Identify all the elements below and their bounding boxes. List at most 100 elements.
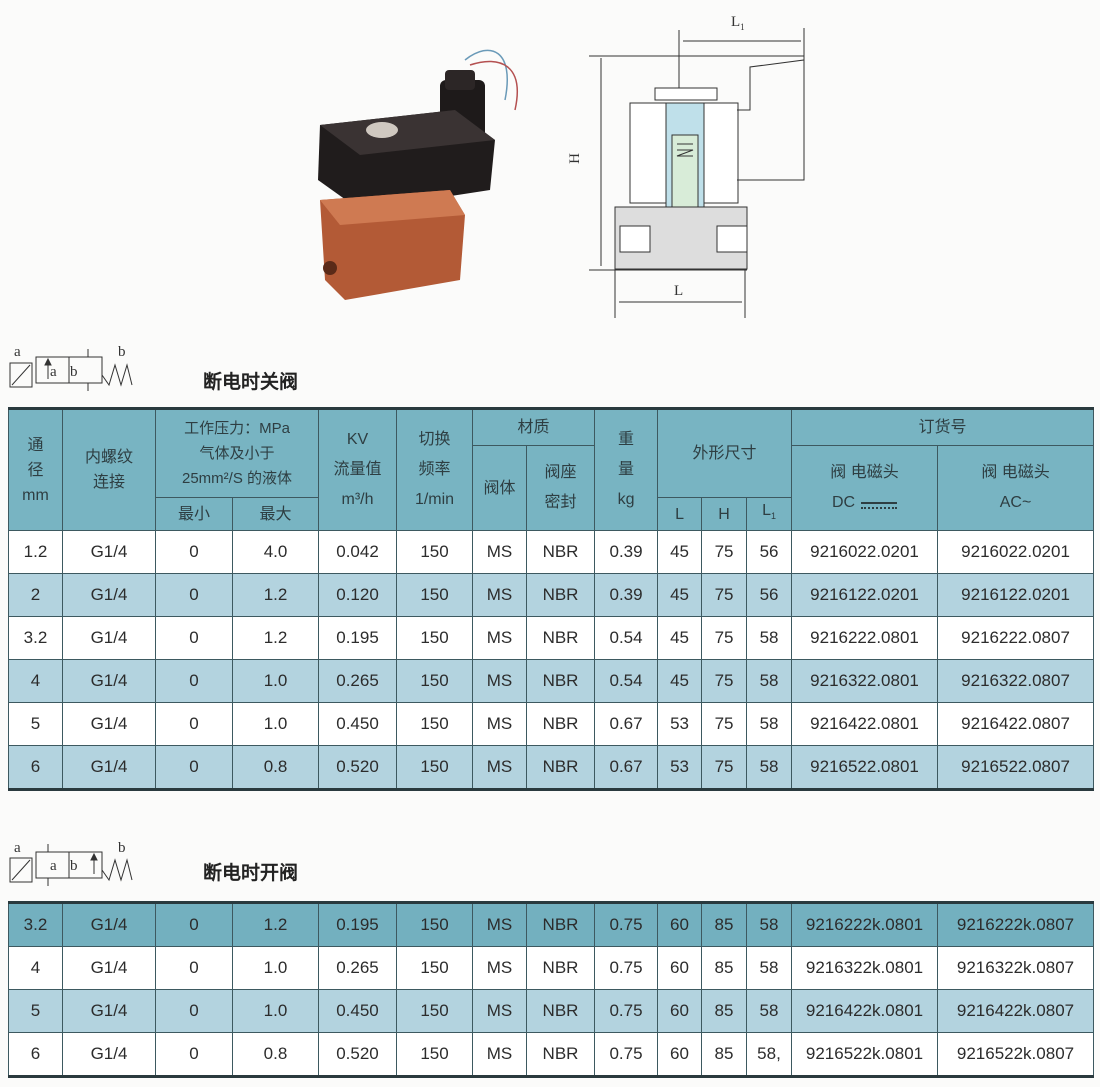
symbol-b-label: b	[70, 858, 78, 874]
symbol-b-label: b	[118, 840, 126, 856]
cell-dim-l: 45	[657, 530, 703, 574]
symbol-a-label: a	[14, 840, 21, 856]
cell-material-body: MS	[472, 946, 527, 990]
cell-switch-frequency: 150	[396, 659, 474, 703]
cell-dim-h: 75	[701, 530, 748, 574]
cell-dc-order-no: 9216322.0801	[791, 659, 939, 703]
cell-kv: 0.195	[318, 902, 397, 947]
cell-weight: 0.39	[594, 530, 659, 574]
cell-dc-order-no: 9216222.0801	[791, 616, 939, 660]
cell-material-seal: NBR	[526, 659, 596, 703]
header-material: 材质	[472, 408, 596, 446]
symbol-b-label: b	[70, 364, 78, 380]
cell-dim-l1: 56	[746, 530, 793, 574]
cell-kv: 0.450	[318, 989, 397, 1033]
cell-switch-frequency: 150	[396, 989, 473, 1033]
cell-bore: 6	[8, 1032, 63, 1077]
table-row: 3.2 G1/4 0 1.2 0.195 150 MS NBR 0.75 60 85 58 921622…	[8, 902, 1094, 947]
cell-material-seal: NBR	[526, 946, 595, 990]
cell-weight: 0.67	[594, 702, 659, 746]
table-row: 5 G1/4 0 1.0 0.450 150 MS NBR 0.67 53 75 58 9216422.…	[8, 702, 1095, 746]
cell-pressure-max: 1.2	[231, 573, 320, 617]
cell-dim-h: 85	[701, 946, 747, 990]
cell-switch-frequency: 150	[396, 530, 474, 574]
cell-bore: 3.2	[8, 616, 63, 660]
cell-pressure-max: 1.2	[231, 616, 320, 660]
cell-weight: 0.75	[594, 946, 658, 990]
cell-dc-order-no: 9216322k.0801	[791, 946, 938, 990]
cell-material-seal: NBR	[526, 573, 596, 617]
table-row: 4 G1/4 0 1.0 0.265 150 MS NBR 0.75 60 85 58 9216322k…	[8, 946, 1094, 990]
cell-bore: 3.2	[8, 902, 63, 947]
symbol-a-label: a	[14, 344, 21, 360]
cell-thread: G1/4	[62, 946, 156, 990]
cell-thread: G1/4	[62, 616, 156, 660]
symbol-a-label: a	[50, 364, 57, 380]
cell-kv: 0.120	[318, 573, 398, 617]
cell-bore: 4	[8, 946, 63, 990]
normally-open-valve-symbol	[9, 844, 133, 886]
cell-dim-l1: 58	[746, 989, 792, 1033]
h-label: H	[566, 153, 583, 164]
cell-material-body: MS	[472, 902, 527, 947]
cell-material-body: MS	[472, 1032, 527, 1077]
cell-dim-l: 60	[657, 946, 702, 990]
cell-dim-l: 53	[657, 745, 703, 790]
cell-dc-order-no: 9216222k.0801	[791, 902, 938, 947]
normally-closed-title: 断电时关阀	[203, 371, 299, 393]
normally-closed-valve-symbol	[9, 349, 133, 391]
cell-ac-order-no: 9216422k.0807	[937, 989, 1094, 1033]
cell-weight: 0.54	[594, 616, 659, 660]
cell-dc-order-no: 9216522k.0801	[791, 1032, 938, 1077]
cell-pressure-min: 0	[155, 745, 233, 790]
header-kv: KV 流量值 m³/h	[318, 408, 398, 531]
cell-dim-l: 45	[657, 616, 703, 660]
cell-dim-l1: 58	[746, 616, 793, 660]
cell-pressure-max: 0.8	[231, 745, 320, 790]
cell-weight: 0.67	[594, 745, 659, 790]
cell-dim-l1: 58	[746, 745, 793, 790]
cell-dim-l1: 58	[746, 702, 793, 746]
cell-kv: 0.195	[318, 616, 398, 660]
header-pressure-max: 最大	[231, 497, 320, 531]
cell-kv: 0.520	[318, 745, 398, 790]
cell-weight: 0.75	[594, 989, 658, 1033]
table-row: 6 G1/4 0 0.8 0.520 150 MS NBR 0.75 60 85 58, 9216522…	[8, 1032, 1094, 1077]
cell-dim-l: 45	[657, 659, 703, 703]
cell-bore: 5	[8, 702, 63, 746]
cell-material-body: MS	[472, 745, 528, 790]
cell-bore: 4	[8, 659, 63, 703]
cell-pressure-min: 0	[155, 1032, 233, 1077]
cell-pressure-max: 1.0	[232, 946, 319, 990]
header-bore: 通径 mm	[8, 408, 63, 531]
cell-pressure-max: 0.8	[232, 1032, 319, 1077]
cell-material-seal: NBR	[526, 702, 596, 746]
cell-pressure-min: 0	[155, 702, 233, 746]
cell-thread: G1/4	[62, 530, 156, 574]
cell-pressure-min: 0	[155, 989, 233, 1033]
cell-material-seal: NBR	[526, 989, 595, 1033]
cell-material-seal: NBR	[526, 530, 596, 574]
cell-bore: 2	[8, 573, 63, 617]
cell-dim-h: 75	[701, 573, 748, 617]
cell-material-seal: NBR	[526, 745, 596, 790]
cell-ac-order-no: 9216222k.0807	[937, 902, 1094, 947]
cell-dc-order-no: 9216522.0801	[791, 745, 939, 790]
table-row: 4 G1/4 0 1.0 0.265 150 MS NBR 0.54 45 75 58 9216322.…	[8, 659, 1095, 703]
header-dim-l1: L1	[746, 497, 793, 531]
cell-pressure-min: 0	[155, 616, 233, 660]
symbol-a-label: a	[50, 858, 57, 874]
cell-material-body: MS	[472, 573, 528, 617]
cell-kv: 0.265	[318, 946, 397, 990]
cell-kv: 0.520	[318, 1032, 397, 1077]
table-row: 5 G1/4 0 1.0 0.450 150 MS NBR 0.75 60 85 58 9216422k…	[8, 989, 1094, 1033]
cell-kv: 0.042	[318, 530, 398, 574]
cell-dim-l: 53	[657, 702, 703, 746]
cell-thread: G1/4	[62, 702, 156, 746]
cell-thread: G1/4	[62, 902, 156, 947]
cell-ac-order-no: 9216022.0201	[937, 530, 1095, 574]
header-dimensions: 外形尺寸	[657, 408, 793, 498]
cell-material-body: MS	[472, 616, 528, 660]
normally-open-spec-table: 3.2 G1/4 0 1.2 0.195 150 MS NBR 0.75 60 85 58 921622…	[8, 901, 1094, 1078]
cell-switch-frequency: 150	[396, 573, 474, 617]
